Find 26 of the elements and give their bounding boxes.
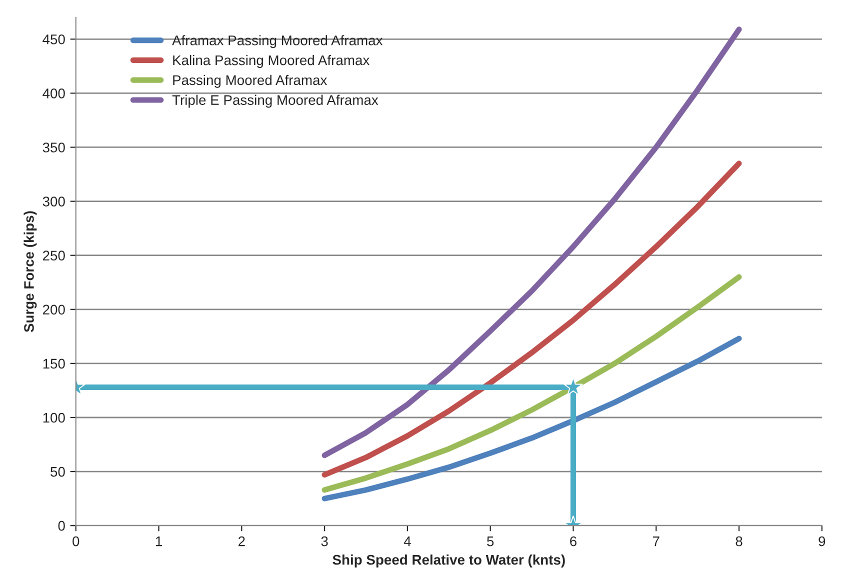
x-axis-title: Ship Speed Relative to Water (knts)	[332, 554, 565, 568]
x-tick-label: 4	[404, 536, 411, 546]
y-tick-label: 150	[43, 358, 65, 369]
legend-label: Aframax Passing Moored Aframax	[172, 35, 383, 48]
y-tick-label: 350	[42, 142, 65, 152]
x-tick-label: 1	[156, 536, 162, 546]
y-tick-label: 50	[50, 466, 65, 477]
x-tick-label: 8	[736, 536, 742, 546]
y-tick-label: 300	[42, 196, 65, 206]
legend-label: Triple E Passing Moored Aframax	[172, 94, 378, 108]
x-tick-label: 9	[818, 536, 826, 546]
y-tick-label: 400	[42, 88, 65, 98]
x-tick-label: 6	[570, 536, 576, 546]
y-tick-label: 200	[42, 304, 65, 315]
y-tick-label: 250	[42, 250, 65, 261]
y-tick-label: 100	[43, 412, 65, 423]
legend-label: Kalina Passing Moored Aframax	[173, 54, 370, 68]
x-tick-label: 5	[487, 536, 494, 546]
y-tick-label: 450	[42, 34, 65, 44]
legend-label: Passing Moored Aframax	[173, 74, 328, 88]
x-tick-label: 3	[321, 536, 328, 546]
y-axis-title: Surge Force (kips)	[24, 211, 37, 332]
x-tick-label: 0	[72, 536, 80, 546]
y-tick-label: 0	[58, 520, 65, 531]
x-tick-label: 7	[652, 536, 660, 546]
x-tick-label: 2	[238, 536, 245, 546]
